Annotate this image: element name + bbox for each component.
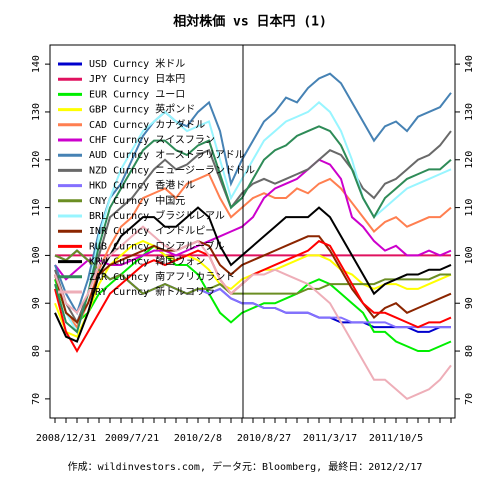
y2-tick-label: 120 — [464, 151, 475, 169]
y2-tick-label: 80 — [464, 345, 475, 357]
series-line — [54, 206, 452, 343]
y2-tick-label: 70 — [464, 393, 475, 405]
y-tick-label: 100 — [31, 246, 42, 264]
y-tick-label: 140 — [31, 55, 42, 73]
x-tick-label: 2008/12/31 — [36, 433, 96, 444]
x-tick-label: 2010/2/8 — [174, 433, 222, 444]
legend-label: AUD Curncy オーストラリアドル — [89, 149, 245, 161]
legend-label: NZD Curncy ニュージーランドドル — [89, 164, 255, 176]
y-tick-label: 110 — [31, 199, 42, 217]
series-line — [54, 130, 452, 325]
legend-label: INR Curncy インドルピー — [89, 225, 215, 237]
chart-title: 相対株価 vs 日本円 (1) — [173, 14, 327, 30]
x-tick-label: 2009/7/21 — [105, 433, 159, 444]
legend-label: HKD Curncy 香港ドル — [89, 180, 195, 192]
series-line — [54, 249, 451, 295]
plot-area — [54, 72, 452, 401]
series-line — [54, 172, 452, 330]
legend-label: CAD Curncy カナダドル — [89, 118, 205, 131]
y-tick-label: 80 — [31, 345, 42, 357]
legend-label: USD Curncy 米ドル — [89, 57, 185, 70]
legend: USD Curncy 米ドル JPY Curncy 日本円 EUR Curncy ユ… — [58, 57, 255, 298]
y2-tick-label: 100 — [464, 246, 475, 264]
series-line — [54, 125, 452, 334]
legend-label: BRL Curncy ブラジルレアル — [89, 209, 225, 222]
series-line — [54, 235, 452, 324]
legend-label: TRY Curncy 新トルコリラ — [89, 285, 215, 298]
x-tick-label: 2010/8/27 — [237, 433, 291, 444]
legend-label: ZAR Curncy 南アフリカランド — [89, 270, 235, 283]
legend-label: KRW Curncy 韓国ウォン — [89, 256, 205, 268]
series-line — [54, 72, 452, 316]
footer: 作成：wildinvestors.com, データ元：Bloomberg, 最終… — [68, 460, 423, 473]
legend-label: JPY Curncy 日本円 — [89, 72, 185, 85]
y-tick-label: 130 — [31, 103, 42, 121]
legend-label: CNY Curncy 中国元 — [89, 194, 185, 207]
y2-tick-label: 140 — [464, 55, 475, 73]
y2-tick-label: 90 — [464, 297, 475, 309]
y-tick-label: 90 — [31, 297, 42, 309]
legend-label: GBP Curncy 英ポンド — [89, 103, 195, 116]
legend-label: CHF Curncy スイスフラン — [89, 134, 215, 146]
y2-tick-label: 110 — [464, 199, 475, 217]
y-tick-label: 120 — [31, 151, 42, 169]
x-tick-label: 2011/10/5 — [369, 433, 423, 444]
legend-label: RUB Curncy ロシアルーブル — [89, 239, 225, 252]
series-line — [54, 101, 452, 335]
y-tick-label: 70 — [31, 393, 42, 405]
series-line — [54, 225, 452, 401]
y2-tick-label: 130 — [464, 103, 475, 121]
x-tick-label: 2011/3/17 — [303, 433, 357, 444]
series-line — [54, 158, 452, 281]
legend-label: EUR Curncy ユーロ — [89, 89, 185, 100]
